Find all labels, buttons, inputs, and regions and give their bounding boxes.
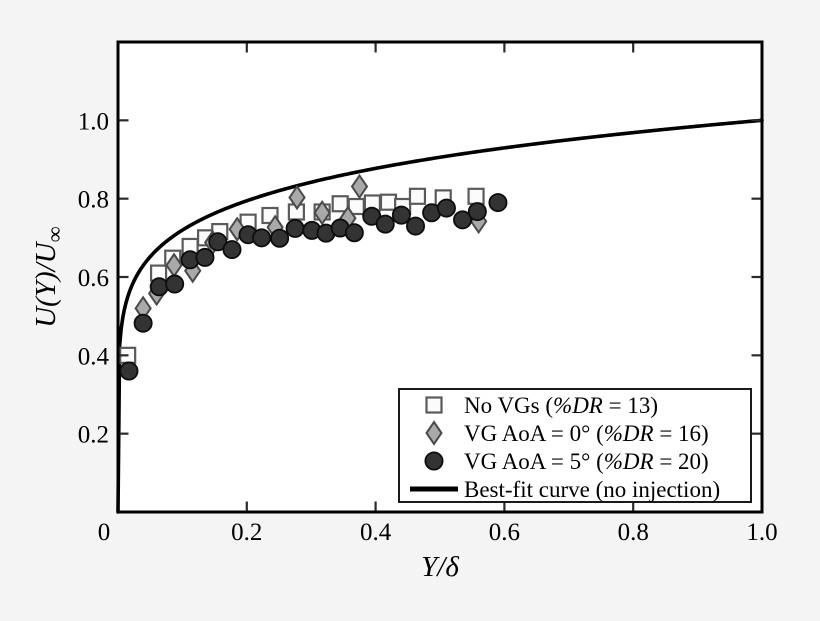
legend-label-text: No VGs ( (464, 392, 554, 418)
data-point-vg-aoa-5 (436, 198, 456, 218)
legend-item-best-fit: Best-fit curve (no injection) (400, 475, 750, 503)
legend-marker (425, 420, 443, 446)
data-point-no-vgs (467, 187, 485, 205)
plot-frame (116, 40, 764, 514)
data-point-vg-aoa-5 (119, 361, 139, 381)
legend-label-italic: %DR (553, 392, 603, 418)
data-point-vg-aoa-5 (208, 232, 228, 252)
legend: No VGs (%DR = 13) VG AoA = 0° (%DR = 16)… (398, 388, 752, 503)
x-tick-label: 0.6 (489, 519, 520, 546)
data-point-no-vgs (379, 193, 398, 211)
data-point-no-vgs (408, 187, 427, 205)
data-point-vg-aoa-5 (406, 216, 426, 236)
data-point-vg-aoa-5 (133, 313, 153, 333)
legend-label-text: = 16) (653, 420, 709, 446)
diamond-marker-icon (425, 420, 443, 446)
data-point-vg-aoa-5 (467, 202, 487, 222)
legend-label-text: VG AoA = 5° ( (464, 448, 604, 474)
legend-label-text: Best-fit curve (no injection) (464, 476, 721, 502)
data-point-vg-aoa-5 (488, 193, 508, 213)
data-point-no-vgs (331, 195, 349, 213)
x-tick-label: 0.2 (231, 519, 262, 546)
x-tick-label: 0.8 (618, 519, 649, 546)
data-point-vg-aoa-5 (149, 277, 169, 297)
y-axis-label: U(Y)/U∞ (30, 147, 72, 407)
y-axis-label-text: U(Y)/U (30, 242, 62, 328)
legend-item-vg-aoa-0: VG AoA = 0° (%DR = 16) (400, 419, 750, 447)
legend-label-text: = 13) (602, 392, 658, 418)
data-point-vg-aoa-5 (375, 214, 395, 234)
legend-label-italic: %DR (603, 420, 654, 446)
line-marker-icon (410, 486, 458, 492)
data-point-vg-aoa-5 (270, 228, 290, 248)
circle-marker-icon (424, 451, 444, 471)
legend-item-no-vgs: No VGs (%DR = 13) (400, 391, 750, 419)
legend-label-text: = 20) (653, 448, 709, 474)
legend-label: VG AoA = 5° (%DR = 20) (464, 450, 709, 473)
data-point-vg-aoa-0 (228, 216, 246, 242)
infinity-symbol: ∞ (41, 226, 67, 243)
legend-label: No VGs (%DR = 13) (464, 394, 658, 417)
series-vg-aoa-5 (119, 193, 508, 381)
y-tick-label: 0.6 (78, 265, 109, 292)
y-tick-label: 0.4 (78, 343, 110, 370)
legend-item-vg-aoa-5: VG AoA = 5° (%DR = 20) (400, 447, 750, 475)
x-tick-label: 0 (98, 519, 111, 546)
best-fit-curve (116, 118, 764, 514)
data-point-vg-aoa-5 (252, 228, 272, 248)
legend-label-text: VG AoA = 0° ( (464, 420, 604, 446)
data-point-vg-aoa-5 (222, 240, 242, 260)
data-point-vg-aoa-5 (195, 247, 215, 267)
y-tick-label: 0.2 (78, 422, 109, 449)
legend-marker (424, 451, 444, 471)
data-point-vg-aoa-5 (344, 223, 364, 243)
legend-label: Best-fit curve (no injection) (464, 478, 720, 501)
data-point-vg-aoa-0 (313, 199, 331, 226)
data-point-vg-aoa-0 (350, 173, 369, 200)
data-point-vg-aoa-5 (165, 274, 185, 294)
data-point-vg-aoa-5 (285, 218, 305, 238)
y-tick-label: 0.8 (78, 187, 109, 214)
legend-marker (425, 396, 443, 414)
x-axis-label: Y/δ (421, 551, 459, 583)
data-point-vg-aoa-5 (453, 210, 473, 230)
square-marker-icon (425, 396, 443, 414)
x-tick-label: 0.4 (360, 519, 392, 546)
x-tick-label: 1.0 (746, 519, 777, 546)
legend-label-italic: %DR (603, 448, 654, 474)
data-point-no-vgs (347, 197, 365, 216)
y-tick-label: 1.0 (78, 108, 109, 135)
data-point-vg-aoa-0 (288, 184, 306, 211)
data-point-vg-aoa-5 (391, 205, 411, 225)
legend-label: VG AoA = 0° (%DR = 16) (464, 422, 709, 445)
